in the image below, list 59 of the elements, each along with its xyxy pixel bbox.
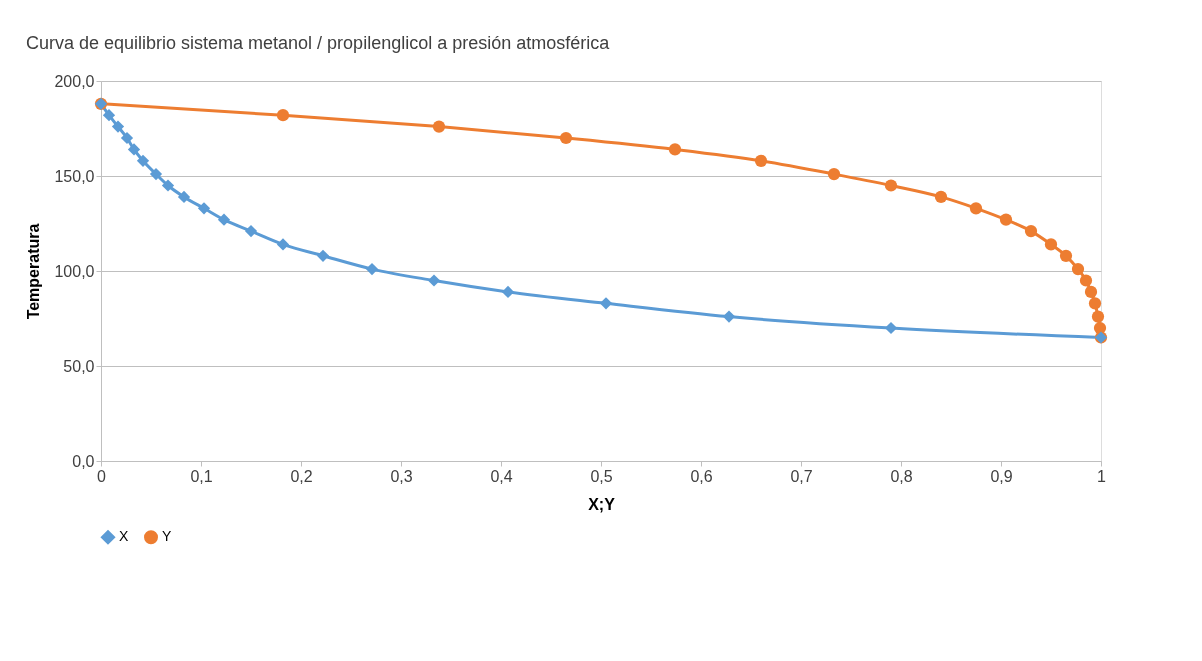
y-tick-label: 100,0: [54, 262, 95, 280]
point: [136, 154, 150, 167]
point: [276, 109, 290, 122]
chart-title: Curva de equilibrio sistema metanol / propilenglicol a presión atmosférica: [25, 33, 611, 53]
legend-label: X: [119, 528, 129, 545]
point: [1024, 224, 1038, 238]
point: [177, 190, 191, 204]
point: [365, 262, 379, 276]
y-axis-title: Temperatura: [25, 223, 43, 320]
point: [827, 167, 841, 181]
point: [149, 167, 163, 181]
point: [276, 238, 290, 251]
x-tick-label: 0,8: [890, 467, 913, 485]
y-tick-label: 200,0: [54, 72, 95, 90]
point: [197, 202, 211, 215]
x-tick-label: 0,1: [190, 467, 213, 485]
point: [1044, 238, 1058, 251]
legend-label: Y: [162, 528, 172, 545]
point: [1084, 285, 1098, 299]
x-tick-label: 0,5: [590, 467, 613, 485]
x-tick-label: 1: [1097, 467, 1107, 485]
point: [432, 120, 446, 133]
point: [754, 154, 768, 167]
point: [884, 179, 898, 192]
point: [559, 131, 573, 145]
x-tick-label: 0,7: [790, 467, 813, 485]
point: [1088, 297, 1102, 310]
point: [969, 202, 983, 215]
point: [217, 213, 231, 226]
point: [599, 297, 613, 310]
point: [722, 310, 736, 323]
x-tick-label: 0,2: [290, 467, 313, 485]
point: [161, 179, 175, 192]
point: [999, 213, 1013, 226]
point: [1079, 274, 1093, 287]
point: [668, 143, 682, 156]
x-axis-title: X;Y: [588, 495, 616, 513]
point: [501, 285, 515, 299]
x-tick-label: 0: [97, 467, 107, 485]
point: [1093, 321, 1107, 335]
x-tick-label: 0,3: [390, 467, 413, 485]
point: [934, 190, 948, 204]
point: [316, 249, 330, 262]
point: [102, 109, 116, 122]
x-tick-label: 0,4: [490, 467, 513, 485]
y-tick-label: 50,0: [63, 357, 95, 375]
point: [1059, 249, 1073, 262]
point: [120, 131, 134, 145]
point: [1071, 262, 1085, 276]
point: [1091, 310, 1105, 323]
point: [427, 274, 441, 287]
point: [127, 143, 141, 156]
y-tick-label: 0,0: [72, 452, 95, 470]
x-tick-label: 0,9: [990, 467, 1013, 485]
x-tick-label: 0,6: [690, 467, 713, 485]
point: [111, 120, 125, 133]
y-tick-label: 150,0: [54, 167, 95, 185]
point: [244, 224, 258, 238]
point: [884, 321, 898, 335]
